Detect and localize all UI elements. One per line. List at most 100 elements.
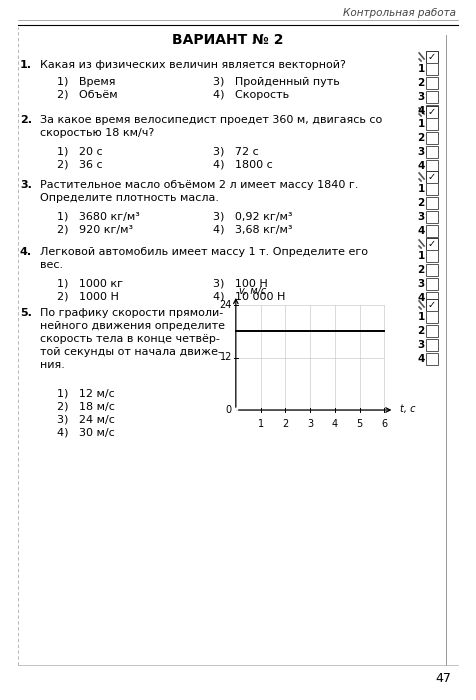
Text: 0: 0: [226, 405, 232, 415]
FancyBboxPatch shape: [426, 105, 438, 117]
FancyBboxPatch shape: [426, 292, 438, 304]
Text: 2: 2: [417, 198, 425, 208]
Text: 2)   Объём: 2) Объём: [58, 90, 118, 100]
Text: 3: 3: [417, 340, 425, 350]
Text: 3)   24 м/с: 3) 24 м/с: [58, 414, 115, 425]
FancyBboxPatch shape: [426, 278, 438, 290]
Text: Определите плотность масла.: Определите плотность масла.: [40, 193, 218, 203]
Text: 24: 24: [219, 300, 232, 310]
FancyBboxPatch shape: [426, 132, 438, 144]
Text: 3: 3: [417, 279, 425, 289]
FancyBboxPatch shape: [426, 325, 438, 337]
Text: t, с: t, с: [400, 404, 416, 414]
Text: 1.: 1.: [20, 60, 32, 70]
Text: За какое время велосипедист проедет 360 м, двигаясь со: За какое время велосипедист проедет 360 …: [40, 115, 382, 125]
Text: 2)   920 кг/м³: 2) 920 кг/м³: [58, 224, 134, 234]
Text: 1: 1: [258, 419, 264, 429]
Text: 2)   1000 Н: 2) 1000 Н: [58, 291, 119, 301]
Text: 4.: 4.: [20, 247, 32, 257]
Text: 3: 3: [417, 147, 425, 157]
Text: 2: 2: [417, 133, 425, 143]
Text: нейного движения определите: нейного движения определите: [40, 321, 225, 331]
FancyBboxPatch shape: [426, 183, 438, 195]
FancyBboxPatch shape: [426, 171, 438, 183]
Text: 3: 3: [417, 212, 425, 222]
Text: 3)   0,92 кг/м³: 3) 0,92 кг/м³: [213, 211, 293, 221]
Text: 1)   Время: 1) Время: [58, 77, 116, 87]
Text: 1: 1: [417, 119, 425, 129]
Text: 1)   1000 кг: 1) 1000 кг: [58, 278, 123, 288]
Text: 5: 5: [357, 419, 363, 429]
Text: 1: 1: [417, 251, 425, 261]
Text: 2: 2: [417, 265, 425, 275]
Text: 4)   1800 с: 4) 1800 с: [213, 159, 273, 169]
Text: ВАРИАНТ № 2: ВАРИАНТ № 2: [172, 33, 284, 47]
Text: 4: 4: [417, 106, 425, 116]
Text: 5.: 5.: [20, 308, 32, 318]
Text: 1)   3680 кг/м³: 1) 3680 кг/м³: [58, 211, 140, 221]
Text: ✓: ✓: [428, 239, 436, 249]
Text: 4: 4: [332, 419, 338, 429]
Text: ✓: ✓: [428, 107, 436, 117]
Text: вес.: вес.: [40, 260, 63, 270]
FancyBboxPatch shape: [426, 63, 438, 75]
Text: 4: 4: [417, 161, 425, 171]
Text: 2)   18 м/с: 2) 18 м/с: [58, 402, 115, 412]
Text: 2: 2: [417, 78, 425, 88]
Text: ✓: ✓: [428, 300, 436, 310]
Text: 3.: 3.: [20, 180, 32, 190]
Text: 3)   72 с: 3) 72 с: [213, 146, 259, 156]
Text: 4: 4: [417, 354, 425, 364]
Text: 4)   3,68 кг/м³: 4) 3,68 кг/м³: [213, 224, 293, 234]
FancyBboxPatch shape: [426, 51, 438, 63]
Text: той секунды от начала движе-: той секунды от начала движе-: [40, 347, 222, 357]
FancyBboxPatch shape: [426, 106, 438, 118]
Text: ния.: ния.: [40, 360, 65, 370]
Text: Растительное масло объёмом 2 л имеет массу 1840 г.: Растительное масло объёмом 2 л имеет мас…: [40, 180, 358, 190]
FancyBboxPatch shape: [426, 225, 438, 237]
FancyBboxPatch shape: [426, 160, 438, 172]
Text: 12: 12: [219, 353, 232, 363]
FancyBboxPatch shape: [426, 91, 438, 103]
FancyBboxPatch shape: [426, 250, 438, 262]
FancyBboxPatch shape: [426, 238, 438, 250]
Text: 4)   Скорость: 4) Скорость: [213, 90, 289, 100]
Text: 6: 6: [381, 419, 387, 429]
FancyBboxPatch shape: [426, 118, 438, 130]
Text: Контрольная работа: Контрольная работа: [343, 8, 456, 18]
Text: 1)   12 м/с: 1) 12 м/с: [58, 389, 115, 398]
Text: 1: 1: [417, 64, 425, 74]
FancyBboxPatch shape: [426, 77, 438, 89]
FancyBboxPatch shape: [426, 197, 438, 209]
Text: ✓: ✓: [428, 52, 436, 62]
FancyBboxPatch shape: [426, 311, 438, 323]
Text: 3)   100 Н: 3) 100 Н: [213, 278, 268, 288]
Text: 3)   Пройденный путь: 3) Пройденный путь: [213, 77, 340, 87]
Text: 3: 3: [417, 92, 425, 102]
Text: 4)   30 м/с: 4) 30 м/с: [58, 428, 115, 438]
FancyBboxPatch shape: [426, 146, 438, 158]
Text: 4: 4: [417, 293, 425, 303]
Text: 2)   36 с: 2) 36 с: [58, 159, 103, 169]
FancyBboxPatch shape: [426, 211, 438, 223]
Text: По графику скорости прямоли-: По графику скорости прямоли-: [40, 308, 223, 318]
Text: скорость тела в конце четвёр-: скорость тела в конце четвёр-: [40, 334, 219, 344]
Text: 4)   10 000 Н: 4) 10 000 Н: [213, 291, 286, 301]
Text: 47: 47: [435, 671, 451, 685]
Text: 3: 3: [307, 419, 313, 429]
FancyBboxPatch shape: [426, 353, 438, 365]
Text: 1: 1: [417, 184, 425, 194]
Text: 4: 4: [417, 226, 425, 236]
Text: скоростью 18 км/ч?: скоростью 18 км/ч?: [40, 128, 154, 138]
Text: 1)   20 с: 1) 20 с: [58, 146, 103, 156]
Text: 1: 1: [417, 312, 425, 322]
Text: Легковой автомобиль имеет массу 1 т. Определите его: Легковой автомобиль имеет массу 1 т. Опр…: [40, 247, 367, 257]
Text: v, м/с: v, м/с: [239, 286, 266, 296]
FancyBboxPatch shape: [426, 299, 438, 311]
Text: Какая из физических величин является векторной?: Какая из физических величин является век…: [40, 60, 346, 70]
Text: 2.: 2.: [20, 115, 32, 125]
Text: ✓: ✓: [428, 172, 436, 182]
Text: 2: 2: [417, 326, 425, 336]
FancyBboxPatch shape: [426, 339, 438, 351]
Text: 2: 2: [282, 419, 288, 429]
